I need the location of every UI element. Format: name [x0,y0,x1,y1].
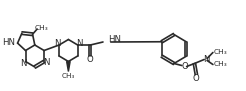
Text: HN: HN [2,38,15,47]
Text: O: O [87,56,94,65]
Text: O: O [193,74,200,83]
Text: CH₃: CH₃ [62,73,75,79]
Text: HN: HN [108,35,121,44]
Text: N: N [43,58,49,67]
Text: N: N [203,55,209,64]
Text: CH₃: CH₃ [214,62,228,68]
Text: N: N [76,39,83,49]
Text: CH₃: CH₃ [214,50,228,56]
Text: CH₃: CH₃ [34,25,48,31]
Text: N: N [54,39,61,49]
Text: N: N [20,59,27,68]
Text: O: O [181,62,188,71]
Polygon shape [67,62,70,72]
